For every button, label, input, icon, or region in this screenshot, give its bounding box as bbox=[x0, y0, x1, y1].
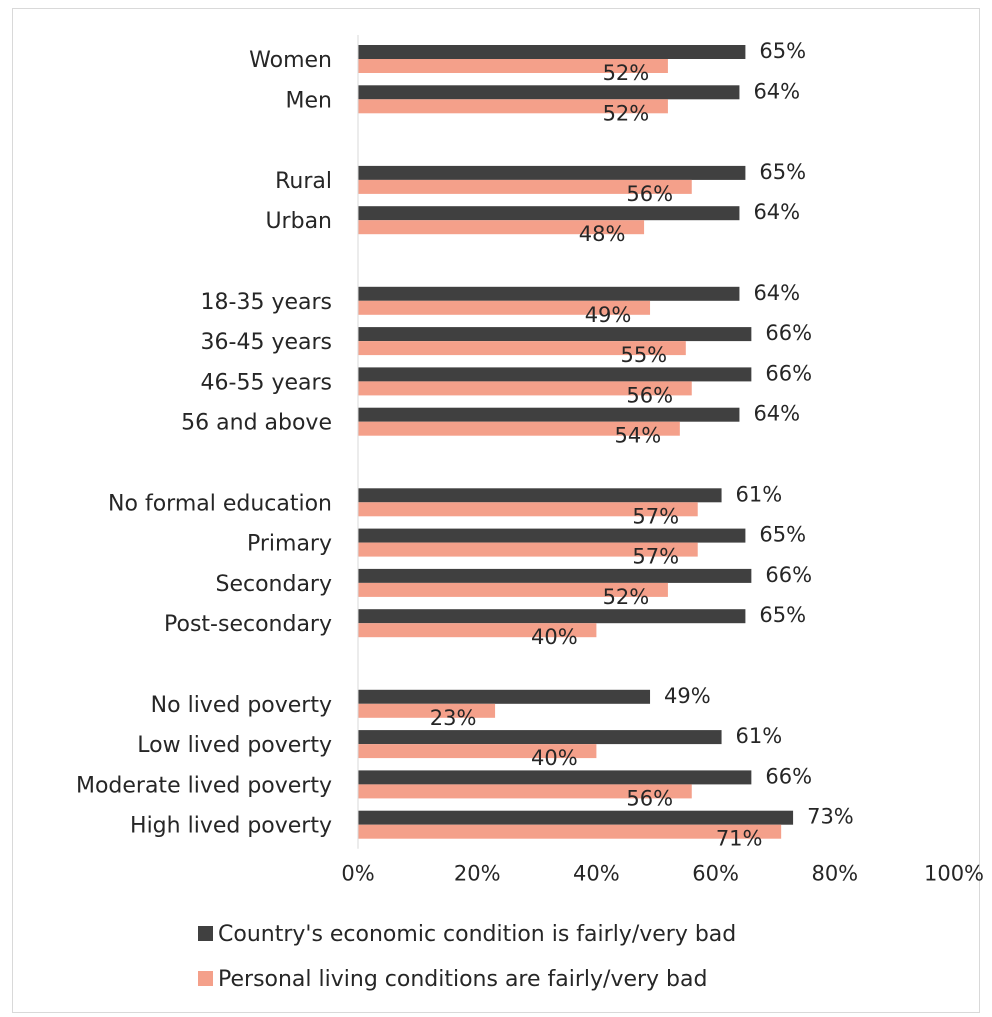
data-label-personal: 48% bbox=[579, 222, 626, 246]
x-tick-label: 60% bbox=[692, 862, 739, 886]
data-label-country: 64% bbox=[753, 402, 800, 426]
category-label: 18-35 years bbox=[201, 290, 332, 315]
data-label-personal: 40% bbox=[531, 746, 578, 770]
bar-country-economic bbox=[358, 45, 746, 59]
bar-personal-living bbox=[358, 341, 686, 356]
data-label-personal: 23% bbox=[430, 706, 477, 730]
data-label-personal: 52% bbox=[603, 61, 650, 85]
bar-country-economic bbox=[358, 770, 752, 785]
bar-personal-living bbox=[358, 59, 668, 73]
data-label-country: 65% bbox=[759, 603, 806, 627]
bar-country-economic bbox=[358, 488, 722, 503]
bar-personal-living bbox=[358, 784, 692, 799]
category-label: High lived poverty bbox=[130, 814, 332, 839]
data-label-country: 61% bbox=[736, 724, 783, 748]
bar-personal-living bbox=[358, 421, 680, 436]
legend-swatch bbox=[198, 971, 213, 986]
data-label-personal: 57% bbox=[632, 545, 679, 569]
category-label: Post-secondary bbox=[164, 612, 332, 637]
category-label: 36-45 years bbox=[201, 330, 332, 355]
data-label-personal: 55% bbox=[620, 343, 667, 367]
x-tick-label: 0% bbox=[341, 862, 374, 886]
bar-country-economic bbox=[358, 85, 740, 100]
category-label: Secondary bbox=[215, 572, 332, 597]
x-tick-label: 20% bbox=[454, 862, 501, 886]
bar-country-economic bbox=[358, 609, 746, 624]
bar-personal-living bbox=[358, 502, 698, 517]
bar-country-economic bbox=[358, 206, 740, 221]
data-label-personal: 71% bbox=[716, 827, 763, 851]
x-tick-label: 80% bbox=[811, 862, 858, 886]
data-label-country: 66% bbox=[765, 563, 812, 587]
category-label: Women bbox=[249, 48, 332, 73]
category-label: No lived poverty bbox=[151, 693, 332, 718]
data-label-personal: 54% bbox=[614, 424, 661, 448]
data-label-country: 66% bbox=[765, 361, 812, 385]
bar-country-economic bbox=[358, 810, 794, 825]
bar-personal-living bbox=[358, 99, 668, 114]
data-label-personal: 49% bbox=[585, 303, 632, 327]
category-label: Urban bbox=[265, 209, 332, 234]
bar-country-economic bbox=[358, 327, 752, 342]
category-label: Men bbox=[286, 88, 332, 113]
x-tick-label: 100% bbox=[924, 862, 984, 886]
category-label: Rural bbox=[275, 169, 332, 194]
bar-country-economic bbox=[358, 689, 651, 704]
bar-personal-living bbox=[358, 703, 496, 718]
bar-personal-living bbox=[358, 220, 645, 235]
data-label-country: 64% bbox=[753, 281, 800, 305]
bar-personal-living bbox=[358, 824, 782, 839]
data-label-personal: 56% bbox=[626, 383, 673, 407]
data-label-country: 65% bbox=[759, 39, 806, 63]
category-label: Primary bbox=[247, 532, 332, 557]
category-label: No formal education bbox=[108, 491, 332, 516]
legend-swatch bbox=[198, 926, 213, 941]
data-label-country: 66% bbox=[765, 321, 812, 345]
bar-personal-living bbox=[358, 623, 597, 638]
bar-personal-living bbox=[358, 542, 698, 557]
bar-country-economic bbox=[358, 568, 752, 583]
legend-label: Country's economic condition is fairly/v… bbox=[218, 922, 736, 947]
bar-country-economic bbox=[358, 528, 746, 543]
bar-country-economic bbox=[358, 367, 752, 382]
data-label-personal: 52% bbox=[603, 101, 650, 125]
data-label-personal: 52% bbox=[603, 585, 650, 609]
bar-personal-living bbox=[358, 381, 692, 396]
bar-country-economic bbox=[358, 286, 740, 301]
legend-label: Personal living conditions are fairly/ve… bbox=[218, 967, 707, 992]
bar-personal-living bbox=[358, 300, 651, 315]
bar-personal-living bbox=[358, 179, 692, 194]
category-label: 46-55 years bbox=[201, 370, 332, 395]
category-label: 56 and above bbox=[181, 411, 332, 436]
category-label: Moderate lived poverty bbox=[76, 773, 332, 798]
x-tick-label: 40% bbox=[573, 862, 620, 886]
bar-country-economic bbox=[358, 165, 746, 180]
bar-personal-living bbox=[358, 582, 668, 597]
data-label-country: 65% bbox=[759, 523, 806, 547]
data-label-personal: 40% bbox=[531, 625, 578, 649]
category-label: Low lived poverty bbox=[137, 733, 332, 758]
data-label-country: 61% bbox=[736, 482, 783, 506]
data-label-personal: 56% bbox=[626, 786, 673, 810]
bar-personal-living bbox=[358, 744, 597, 759]
data-label-country: 66% bbox=[765, 764, 812, 788]
data-label-country: 73% bbox=[807, 805, 854, 829]
data-label-country: 64% bbox=[753, 79, 800, 103]
bar-country-economic bbox=[358, 407, 740, 422]
data-label-country: 64% bbox=[753, 200, 800, 224]
data-label-country: 65% bbox=[759, 160, 806, 184]
data-label-personal: 57% bbox=[632, 504, 679, 528]
data-label-country: 49% bbox=[664, 684, 711, 708]
data-label-personal: 56% bbox=[626, 182, 673, 206]
bar-country-economic bbox=[358, 730, 722, 745]
